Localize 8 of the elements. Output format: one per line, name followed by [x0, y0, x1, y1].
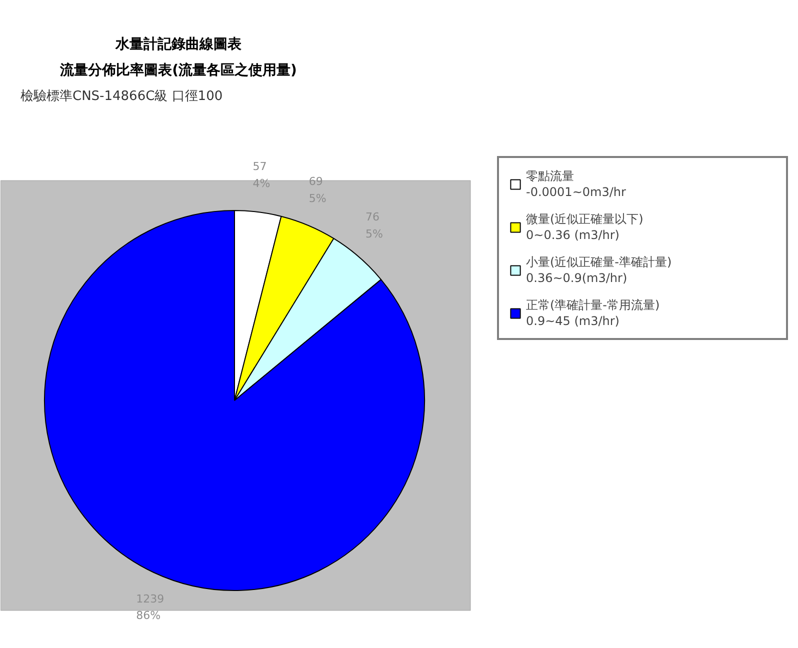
legend-label: 正常(準確計量-常用流量) 0.9~45 (m3/hr) [526, 297, 661, 328]
legend-label: 微量(近似正確量以下) 0~0.36 (m3/hr) [526, 211, 644, 242]
data-label: 57 4% [252, 160, 270, 190]
legend-label: 小量(近似正確量-準確計量) 0.36~0.9(m3/hr) [526, 254, 673, 285]
text: 檢驗標準CNS-14866C級 口徑100 [20, 89, 223, 104]
legend-label: 零點流量 -0.0001~0m3/hr [526, 168, 627, 199]
chart-title: 水量計記錄曲線圖表 [114, 36, 242, 52]
chart-subtitle: 流量分佈比率圖表(流量各區之使用量) [59, 62, 297, 78]
